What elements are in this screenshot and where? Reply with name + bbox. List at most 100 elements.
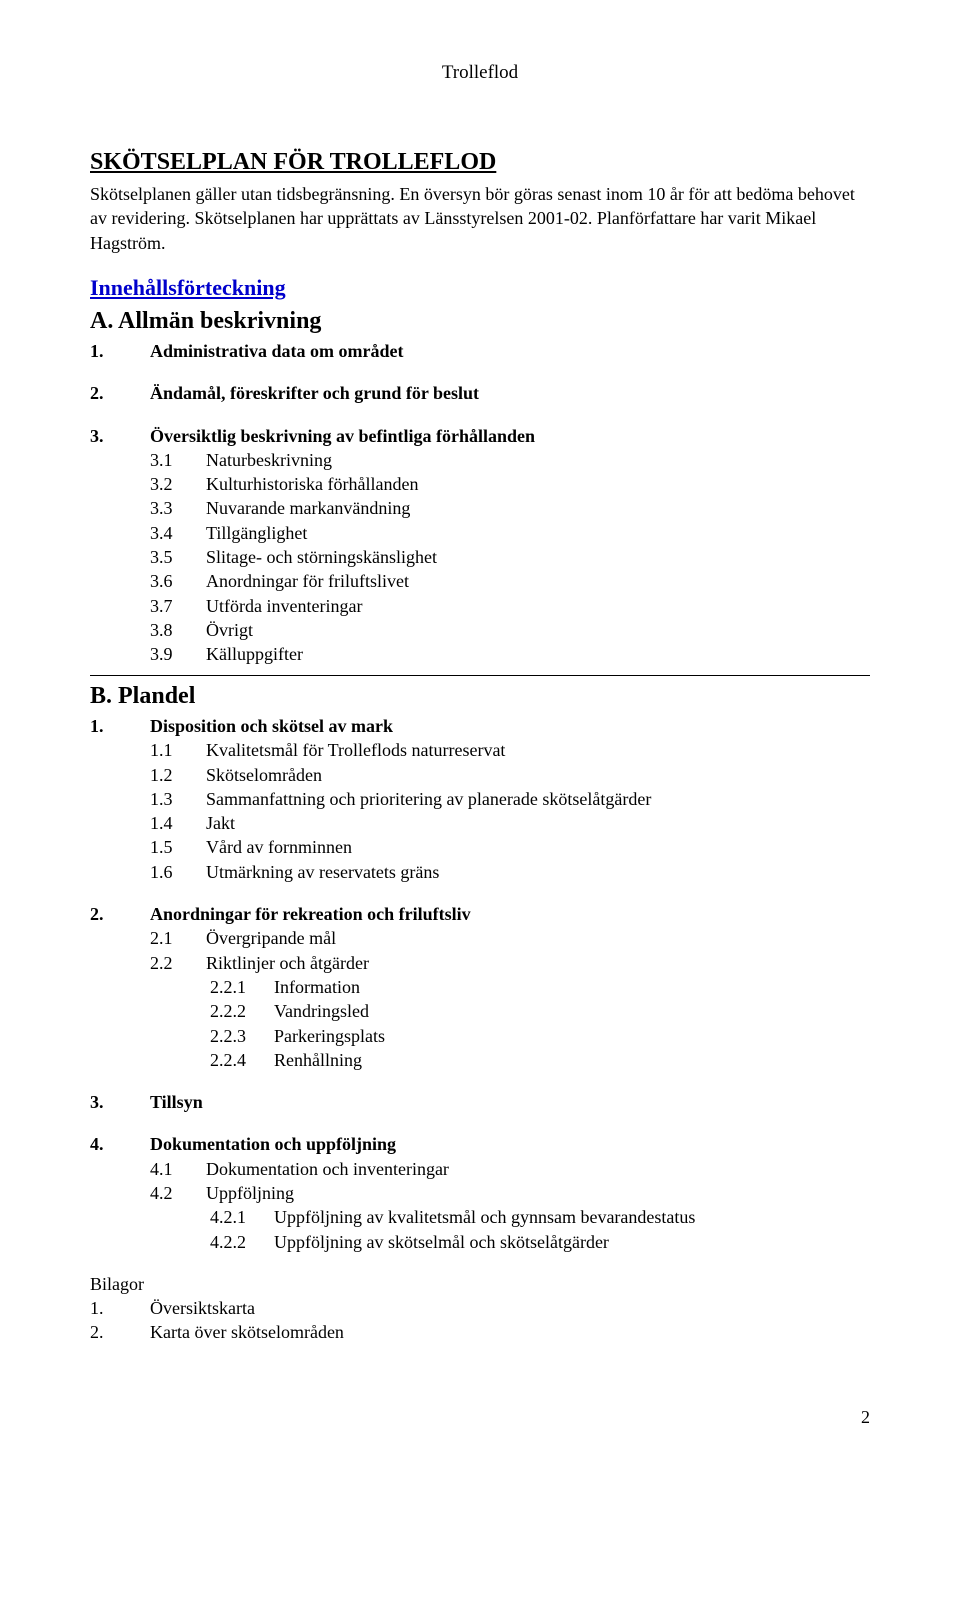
section-b-title: Plandel xyxy=(118,683,195,709)
toc-text: Översiktskarta xyxy=(150,1296,255,1320)
toc-num: 3.4 xyxy=(150,521,206,545)
toc-num: 1. xyxy=(90,714,150,738)
toc-text: Disposition och skötsel av mark xyxy=(150,714,393,738)
toc-text: Ändamål, föreskrifter och grund för besl… xyxy=(150,381,479,405)
main-title: SKÖTSELPLAN FÖR TROLLEFLOD xyxy=(90,146,870,178)
toc-text: Dokumentation och inventeringar xyxy=(206,1157,449,1181)
toc-text: Riktlinjer och åtgärder xyxy=(206,951,369,975)
page-number: 2 xyxy=(90,1405,870,1429)
page-header: Trolleflod xyxy=(90,60,870,86)
section-a-heading: A. Allmän beskrivning xyxy=(90,305,870,337)
toc-text: Tillsyn xyxy=(150,1090,203,1114)
toc-num: 3.8 xyxy=(150,618,206,642)
toc-num: 2. xyxy=(90,1320,150,1344)
toc-heading: Innehållsförteckning xyxy=(90,273,870,303)
toc-subitem: 1.3Sammanfattning och prioritering av pl… xyxy=(150,787,870,811)
toc-text: Skötselområden xyxy=(206,763,322,787)
toc-text: Uppföljning av skötselmål och skötselåtg… xyxy=(274,1230,609,1254)
toc-subitem: 3.6Anordningar för friluftslivet xyxy=(150,569,870,593)
toc-num: 3.6 xyxy=(150,569,206,593)
toc-subitem: 3.1Naturbeskrivning xyxy=(150,448,870,472)
bilagor-item: 2.Karta över skötselområden xyxy=(90,1320,870,1344)
toc-text: Information xyxy=(274,975,360,999)
toc-subitem: 1.5Vård av fornminnen xyxy=(150,835,870,859)
toc-text: Slitage- och störningskänslighet xyxy=(206,545,437,569)
toc-text: Karta över skötselområden xyxy=(150,1320,344,1344)
toc-subsubitem: 2.2.3Parkeringsplats xyxy=(210,1024,870,1048)
toc-num: 1. xyxy=(90,339,150,363)
toc-num: 2.2.2 xyxy=(210,999,274,1023)
divider xyxy=(90,675,870,676)
toc-text: Kvalitetsmål för Trolleflods naturreserv… xyxy=(206,738,505,762)
toc-text: Uppföljning xyxy=(206,1181,294,1205)
toc-text: Övrigt xyxy=(206,618,253,642)
toc-num: 1.6 xyxy=(150,860,206,884)
toc-subitem: 3.7Utförda inventeringar xyxy=(150,594,870,618)
toc-item: 1. Administrativa data om området xyxy=(90,339,870,363)
toc-text: Vandringsled xyxy=(274,999,369,1023)
toc-num: 4.2.1 xyxy=(210,1205,274,1229)
section-b-heading: B. Plandel xyxy=(90,680,870,712)
toc-num: 1.4 xyxy=(150,811,206,835)
toc-text: Uppföljning av kvalitetsmål och gynnsam … xyxy=(274,1205,695,1229)
toc-text: Sammanfattning och prioritering av plane… xyxy=(206,787,651,811)
toc-item: 3. Tillsyn xyxy=(90,1090,870,1114)
toc-subsubitem: 4.2.2Uppföljning av skötselmål och sköts… xyxy=(210,1230,870,1254)
toc-num: 4. xyxy=(90,1132,150,1156)
toc-subitem: 2.2Riktlinjer och åtgärder xyxy=(150,951,870,975)
toc-num: 1.2 xyxy=(150,763,206,787)
toc-num: 2. xyxy=(90,902,150,926)
toc-subitem: 3.4Tillgänglighet xyxy=(150,521,870,545)
toc-subsubitem: 4.2.1Uppföljning av kvalitetsmål och gyn… xyxy=(210,1205,870,1229)
toc-item: 4. Dokumentation och uppföljning xyxy=(90,1132,870,1156)
toc-subitem: 3.3Nuvarande markanvändning xyxy=(150,496,870,520)
toc-subitem: 1.6Utmärkning av reservatets gräns xyxy=(150,860,870,884)
toc-num: 1.5 xyxy=(150,835,206,859)
toc-subitem: 2.1Övergripande mål xyxy=(150,926,870,950)
toc-text: Kulturhistoriska förhållanden xyxy=(206,472,418,496)
toc-num: 3. xyxy=(90,1090,150,1114)
toc-num: 4.1 xyxy=(150,1157,206,1181)
toc-num: 3.1 xyxy=(150,448,206,472)
toc-subsubitem: 2.2.4Renhållning xyxy=(210,1048,870,1072)
toc-text: Administrativa data om området xyxy=(150,339,403,363)
toc-subitem: 4.2Uppföljning xyxy=(150,1181,870,1205)
toc-num: 3.9 xyxy=(150,642,206,666)
toc-num: 3.5 xyxy=(150,545,206,569)
toc-num: 4.2.2 xyxy=(210,1230,274,1254)
toc-item: 1. Disposition och skötsel av mark xyxy=(90,714,870,738)
toc-subitem: 1.2Skötselområden xyxy=(150,763,870,787)
toc-text: Naturbeskrivning xyxy=(206,448,332,472)
toc-num: 2.1 xyxy=(150,926,206,950)
bilagor-title: Bilagor xyxy=(90,1272,870,1296)
toc-num: 2.2 xyxy=(150,951,206,975)
section-a-title: Allmän beskrivning xyxy=(118,308,321,334)
toc-subitem: 3.2Kulturhistoriska förhållanden xyxy=(150,472,870,496)
section-b-letter: B. xyxy=(90,683,112,709)
bilagor-item: 1.Översiktskarta xyxy=(90,1296,870,1320)
toc-num: 3.3 xyxy=(150,496,206,520)
toc-item: 3. Översiktlig beskrivning av befintliga… xyxy=(90,424,870,448)
toc-text: Anordningar för friluftslivet xyxy=(206,569,409,593)
toc-text: Jakt xyxy=(206,811,235,835)
toc-subitem: 3.5Slitage- och störningskänslighet xyxy=(150,545,870,569)
toc-text: Anordningar för rekreation och friluftsl… xyxy=(150,902,471,926)
section-a-letter: A. xyxy=(90,308,113,334)
toc-text: Nuvarande markanvändning xyxy=(206,496,410,520)
toc-num: 2.2.1 xyxy=(210,975,274,999)
toc-num: 3.7 xyxy=(150,594,206,618)
toc-text: Tillgänglighet xyxy=(206,521,307,545)
toc-subitem: 3.8Övrigt xyxy=(150,618,870,642)
toc-text: Källuppgifter xyxy=(206,642,303,666)
toc-num: 2.2.4 xyxy=(210,1048,274,1072)
toc-text: Dokumentation och uppföljning xyxy=(150,1132,396,1156)
toc-text: Vård av fornminnen xyxy=(206,835,352,859)
intro-paragraph: Skötselplanen gäller utan tidsbegränsnin… xyxy=(90,182,870,255)
toc-text: Renhållning xyxy=(274,1048,362,1072)
toc-num: 3. xyxy=(90,424,150,448)
toc-subsubitem: 2.2.2Vandringsled xyxy=(210,999,870,1023)
toc-num: 2.2.3 xyxy=(210,1024,274,1048)
toc-num: 1.3 xyxy=(150,787,206,811)
toc-item: 2. Ändamål, föreskrifter och grund för b… xyxy=(90,381,870,405)
toc-subsubitem: 2.2.1Information xyxy=(210,975,870,999)
